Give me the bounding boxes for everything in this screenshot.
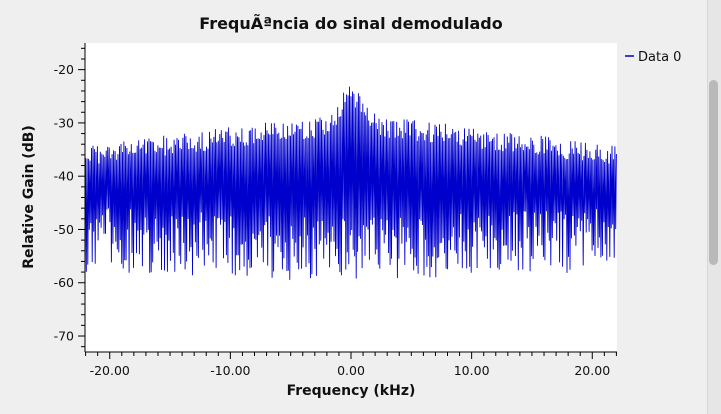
x-tick-label: -10.00 (210, 363, 250, 378)
x-tick-label: 0.00 (337, 363, 365, 378)
x-axis-ticks: -20.00 -10.00 0.00 10.00 20.00 (85, 352, 617, 378)
series-line-data-0 (85, 86, 617, 280)
x-tick-label: 20.00 (574, 363, 610, 378)
x-axis-label: Frequency (kHz) (287, 383, 416, 399)
x-tick-label: -20.00 (90, 363, 130, 378)
y-tick-label: -60 (54, 275, 74, 290)
x-tick-label: 10.00 (454, 363, 490, 378)
y-axis-ticks: -20 -30 -40 -50 -60 -70 (54, 47, 85, 348)
y-tick-label: -30 (54, 115, 74, 130)
scrollbar-thumb[interactable] (709, 80, 718, 265)
y-tick-label: -50 (54, 222, 74, 237)
y-tick-label: -40 (54, 169, 74, 184)
y-tick-label: -70 (54, 329, 74, 344)
y-tick-label: -20 (54, 62, 74, 77)
y-axis-label: Relative Gain (dB) (21, 125, 37, 269)
chart-title: FrequÃªncia do sinal demodulado (199, 14, 502, 33)
legend: Data 0 (625, 50, 681, 65)
legend-label-data-0: Data 0 (638, 50, 681, 65)
